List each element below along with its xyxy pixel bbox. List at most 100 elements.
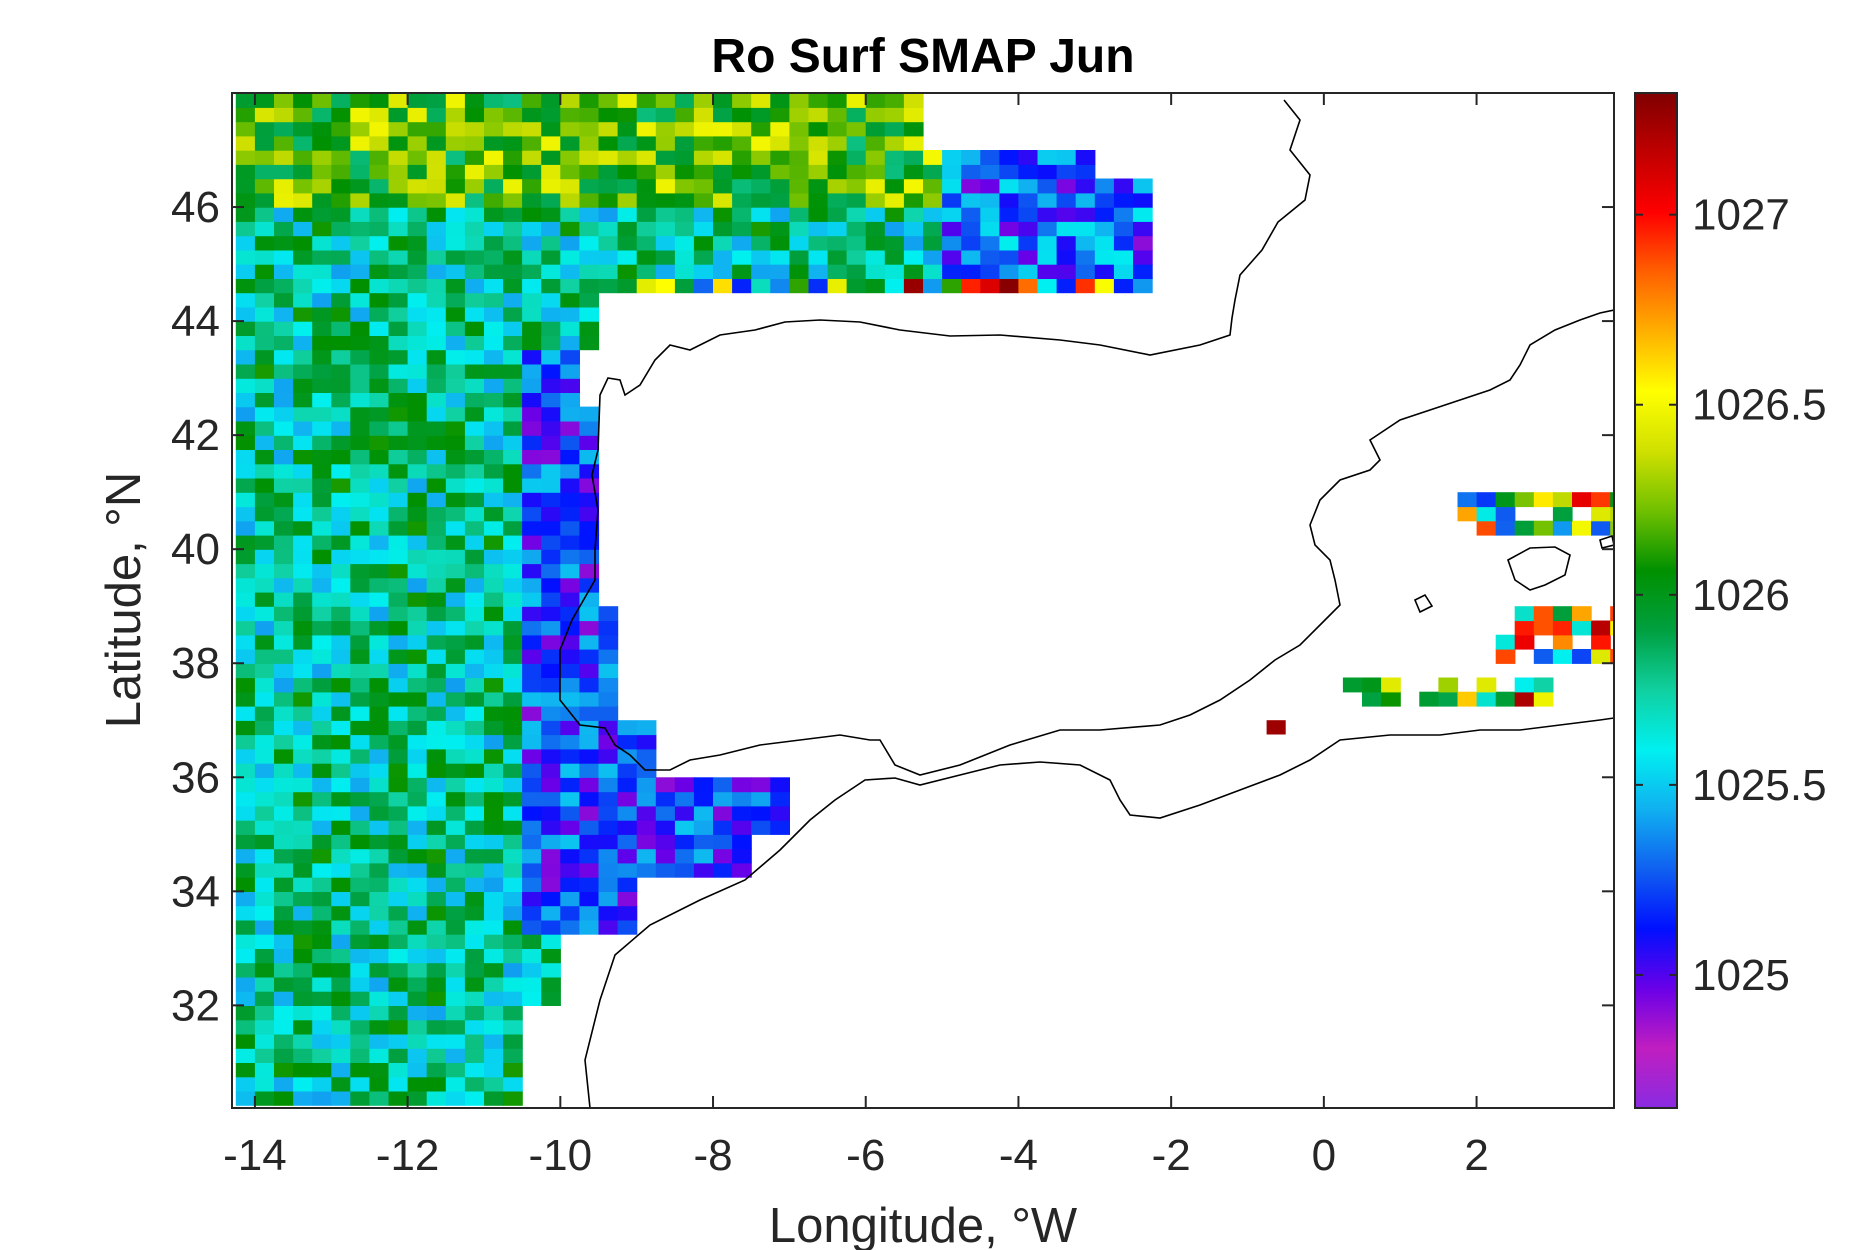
heatmap-cell [312, 121, 332, 137]
heatmap-cell [369, 620, 390, 636]
heatmap-cell [369, 1019, 390, 1035]
heatmap-cell [1133, 249, 1153, 265]
heatmap-cell [274, 934, 294, 949]
heatmap-cell [312, 549, 332, 565]
heatmap-cell [1438, 677, 1459, 693]
heatmap-cell [751, 249, 771, 265]
heatmap-cell [484, 178, 504, 194]
heatmap-cell [884, 178, 905, 194]
heatmap-cell [254, 862, 275, 878]
heatmap-cell [1514, 520, 1535, 536]
heatmap-cell [274, 734, 294, 750]
heatmap-cell [254, 378, 275, 393]
heatmap-cell [865, 221, 886, 237]
heatmap-cell [522, 520, 542, 536]
heatmap-cell [293, 449, 313, 465]
heatmap-cell [350, 264, 370, 279]
heatmap-cell [407, 135, 428, 151]
heatmap-cell [636, 93, 657, 108]
heatmap-cell [407, 363, 428, 379]
heatmap-cell [388, 720, 409, 736]
heatmap-cell [388, 135, 409, 151]
heatmap-cell [369, 278, 390, 294]
heatmap-cell [235, 278, 256, 294]
heatmap-cell [961, 278, 981, 294]
heatmap-cell [560, 791, 580, 807]
heatmap-cell [484, 306, 504, 322]
heatmap-cell [388, 463, 409, 479]
heatmap-cell [369, 577, 390, 593]
heatmap-cell [388, 948, 409, 964]
y-tick-label: 42 [171, 411, 220, 460]
heatmap-cell [407, 235, 428, 251]
heatmap-cell [331, 349, 351, 365]
heatmap-cell [331, 948, 351, 964]
heatmap-cell [674, 164, 695, 180]
x-tick-label: -6 [846, 1131, 885, 1180]
heatmap-cell [293, 207, 313, 222]
heatmap-cell [579, 706, 600, 721]
heatmap-cell [369, 235, 390, 251]
heatmap-cell [655, 150, 676, 165]
heatmap-cell [235, 1090, 256, 1106]
heatmap-cell [808, 121, 829, 137]
heatmap-cell [445, 748, 466, 764]
heatmap-cell [732, 264, 752, 279]
heatmap-cell [484, 934, 504, 949]
heatmap-cell [254, 891, 275, 907]
heatmap-cell [999, 192, 1020, 208]
heatmap-cell [503, 93, 523, 108]
heatmap-cell [293, 363, 313, 379]
heatmap-cell [426, 506, 447, 522]
heatmap-cell [274, 306, 294, 322]
heatmap-cell [655, 862, 676, 878]
heatmap-cell [541, 135, 561, 151]
heatmap-cell [312, 321, 332, 336]
heatmap-cell [1056, 249, 1077, 265]
heatmap-cell [464, 1076, 485, 1092]
heatmap-cell [541, 506, 561, 522]
heatmap-cell [522, 150, 542, 165]
heatmap-cell [1266, 720, 1286, 735]
heatmap-cell [846, 278, 867, 294]
heatmap-cell [331, 834, 351, 850]
heatmap-cell [884, 135, 905, 151]
heatmap-cell [1610, 606, 1614, 622]
heatmap-cell [751, 178, 771, 194]
colorbar-tick-label: 1025 [1692, 951, 1790, 1000]
heatmap-cell [579, 406, 600, 422]
heatmap-cell [1591, 506, 1611, 522]
heatmap-cell [1037, 192, 1058, 208]
heatmap-cell [464, 306, 485, 322]
heatmap-cell [407, 349, 428, 365]
heatmap-cell [445, 449, 466, 465]
heatmap-cell [235, 192, 256, 208]
heatmap-cell [1572, 492, 1592, 508]
heatmap-cell [598, 634, 619, 650]
heatmap-cell [674, 178, 695, 194]
heatmap-cell [903, 192, 924, 208]
heatmap-cell [484, 121, 504, 137]
heatmap-cell [350, 93, 370, 108]
heatmap-cell [388, 278, 409, 294]
heatmap-cell [732, 862, 752, 878]
heatmap-cell [388, 706, 409, 721]
heatmap-cell [484, 877, 504, 892]
heatmap-cell [1113, 278, 1134, 294]
heatmap-cell [312, 192, 332, 208]
heatmap-cell [903, 278, 924, 294]
heatmap-cell [426, 862, 447, 878]
heatmap-cell [254, 677, 275, 693]
heatmap-cell [293, 435, 313, 450]
heatmap-cell [235, 1005, 256, 1021]
heatmap-cell [732, 107, 752, 123]
heatmap-cell [293, 492, 313, 508]
heatmap-cell [846, 135, 867, 151]
heatmap-cell [942, 150, 962, 165]
heatmap-cell [350, 1019, 370, 1035]
heatmap-cell [312, 249, 332, 265]
heatmap-cell [331, 406, 351, 422]
heatmap-cell [312, 306, 332, 322]
heatmap-cell [1476, 506, 1497, 522]
